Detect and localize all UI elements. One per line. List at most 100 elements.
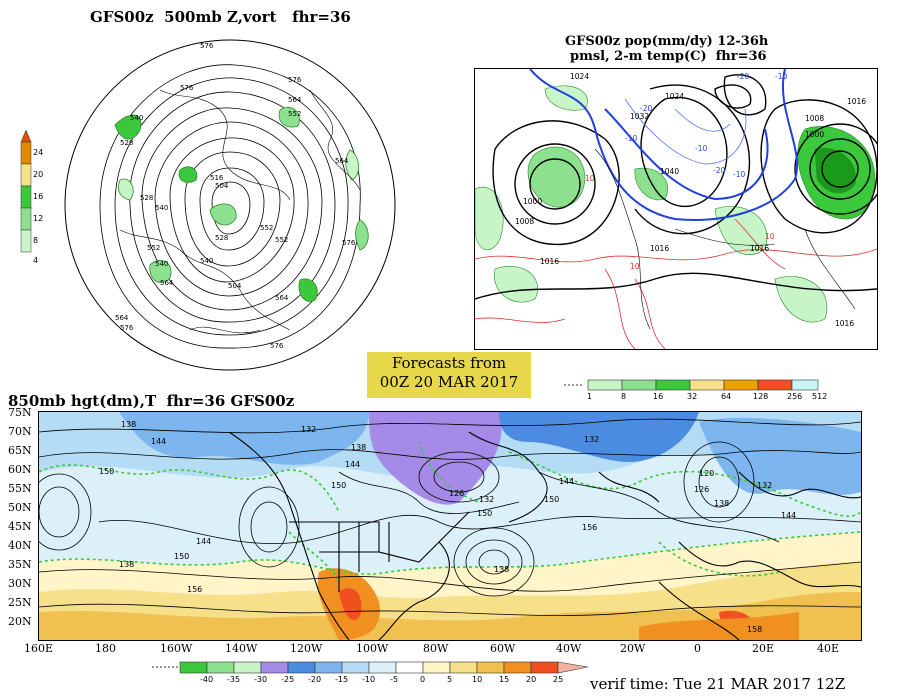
temp-cb-label-0: -40 — [200, 675, 214, 684]
bottom-title: 850mb hgt(dm),T fhr=36 GFS00z — [8, 392, 295, 410]
svg-text:1040: 1040 — [660, 167, 679, 176]
svg-text:10: 10 — [765, 232, 775, 241]
svg-text:-10: -10 — [695, 144, 707, 153]
svg-text:552: 552 — [260, 224, 273, 232]
svg-text:516: 516 — [210, 174, 224, 182]
svg-text:144: 144 — [781, 511, 796, 520]
forecast-init-box: Forecasts from 00Z 20 MAR 2017 — [367, 352, 531, 398]
svg-text:540: 540 — [200, 257, 213, 265]
svg-text:1032: 1032 — [630, 112, 649, 121]
lon-label: 160W — [160, 642, 193, 655]
svg-text:1000: 1000 — [523, 197, 542, 206]
svg-text:138: 138 — [351, 443, 366, 452]
precip-cb-label-5: 128 — [753, 392, 769, 401]
temp-cb-label-7: -5 — [390, 675, 398, 684]
lon-label: 40W — [556, 642, 582, 655]
svg-text:-20: -20 — [713, 166, 725, 175]
lon-label: 20W — [620, 642, 646, 655]
precip-cb-label-0: 1 — [587, 392, 593, 401]
svg-text:540: 540 — [155, 204, 168, 212]
svg-text:156: 156 — [582, 523, 597, 532]
temp-cb-label-10: 10 — [472, 675, 483, 684]
lat-label: 20N — [8, 615, 32, 628]
lat-label: 50N — [8, 501, 32, 514]
svg-text:552: 552 — [147, 244, 160, 252]
precip-cb-label-3: 32 — [687, 392, 698, 401]
svg-text:138: 138 — [119, 560, 134, 569]
lon-label: 60W — [490, 642, 516, 655]
svg-text:144: 144 — [345, 460, 360, 469]
svg-text:576: 576 — [342, 239, 356, 247]
vort-cb-label-5: 4 — [33, 256, 39, 265]
svg-text:528: 528 — [120, 139, 133, 147]
svg-text:1008: 1008 — [515, 217, 534, 226]
svg-text:-20: -20 — [737, 72, 749, 81]
lon-label: 100W — [356, 642, 389, 655]
svg-text:132: 132 — [479, 495, 494, 504]
lat-label: 35N — [8, 558, 32, 571]
lon-label: 0 — [694, 642, 701, 655]
svg-text:-10: -10 — [733, 170, 745, 179]
vort-cb-label-4: 8 — [33, 236, 39, 245]
svg-text:1016: 1016 — [835, 319, 854, 328]
forecast-init-line1: Forecasts from — [391, 354, 507, 372]
lat-label: 25N — [8, 596, 32, 609]
svg-text:504: 504 — [215, 182, 229, 190]
precip-colorbar: 1 8 16 32 64 128 256 512 — [560, 378, 830, 406]
svg-text:138: 138 — [494, 565, 509, 574]
svg-text:576: 576 — [200, 42, 214, 50]
svg-text:126: 126 — [449, 489, 464, 498]
svg-text:1000: 1000 — [805, 130, 824, 139]
forecast-init-line2: 00Z 20 MAR 2017 — [379, 373, 519, 391]
lat-label: 40N — [8, 539, 32, 552]
svg-text:132: 132 — [584, 435, 599, 444]
svg-text:564: 564 — [160, 279, 174, 287]
svg-text:144: 144 — [151, 437, 166, 446]
svg-text:1024: 1024 — [570, 72, 589, 81]
lon-label: 140W — [225, 642, 258, 655]
verif-time: verif time: Tue 21 MAR 2017 12Z — [590, 675, 846, 693]
map-850mb: 138 144 132 138 144 150 132 150 144 156 … — [38, 411, 862, 641]
svg-text:120: 120 — [699, 469, 714, 478]
lon-label: 120W — [290, 642, 323, 655]
svg-text:-10: -10 — [775, 72, 787, 81]
lat-label: 60N — [8, 463, 32, 476]
precip-cb-label-4: 64 — [721, 392, 732, 401]
top-left-title: GFS00z 500mb Z,vort fhr=36 — [90, 8, 351, 26]
svg-text:132: 132 — [757, 481, 772, 490]
precip-cb-label-2: 16 — [653, 392, 664, 401]
polar-500mb-map: 576 576 564 564 552 540 528 540 516 504 … — [60, 30, 400, 380]
svg-text:1016: 1016 — [750, 244, 769, 253]
temp-cb-label-1: -35 — [227, 675, 241, 684]
svg-text:552: 552 — [275, 236, 288, 244]
svg-text:10: 10 — [630, 262, 640, 271]
svg-text:10: 10 — [585, 174, 595, 183]
svg-text:144: 144 — [196, 537, 211, 546]
lon-label: 40E — [817, 642, 840, 655]
temp-cb-label-6: -10 — [362, 675, 376, 684]
svg-text:564: 564 — [115, 314, 129, 322]
svg-text:158: 158 — [747, 625, 762, 634]
svg-text:576: 576 — [288, 76, 302, 84]
svg-text:-10: -10 — [625, 134, 637, 143]
vort-cb-label-2: 16 — [33, 192, 44, 201]
svg-text:138: 138 — [121, 420, 136, 429]
temp-cb-label-5: -15 — [335, 675, 349, 684]
lat-label: 30N — [8, 577, 32, 590]
svg-text:126: 126 — [694, 485, 709, 494]
svg-text:-20: -20 — [640, 104, 652, 113]
temp-cb-label-11: 15 — [499, 675, 510, 684]
svg-text:150: 150 — [544, 495, 559, 504]
precip-cb-label-1: 8 — [621, 392, 627, 401]
temp-cb-label-3: -25 — [281, 675, 295, 684]
lat-label: 70N — [8, 425, 32, 438]
temp-cb-label-9: 5 — [447, 675, 453, 684]
svg-text:504: 504 — [228, 282, 242, 290]
lat-label: 75N — [8, 406, 32, 419]
lat-label: 45N — [8, 520, 32, 533]
svg-text:528: 528 — [140, 194, 153, 202]
lat-label: 65N — [8, 444, 32, 457]
lon-label: 80W — [423, 642, 449, 655]
temp-colorbar: -40 -35 -30 -25 -20 -15 -10 -5 0 5 10 15… — [150, 660, 600, 688]
lon-label: 20E — [752, 642, 775, 655]
